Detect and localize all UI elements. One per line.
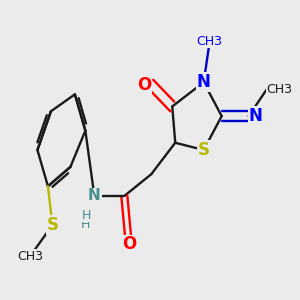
Text: O: O [137,76,151,94]
Text: S: S [198,141,210,159]
Text: H: H [82,209,92,222]
Text: N: N [197,73,211,91]
Text: N: N [88,188,101,203]
Text: CH3: CH3 [17,250,43,263]
Text: CH3: CH3 [267,83,292,96]
Text: CH3: CH3 [197,34,223,48]
Text: N: N [249,107,262,125]
Text: O: O [122,236,136,253]
Text: H: H [81,218,90,232]
Text: S: S [46,216,58,234]
